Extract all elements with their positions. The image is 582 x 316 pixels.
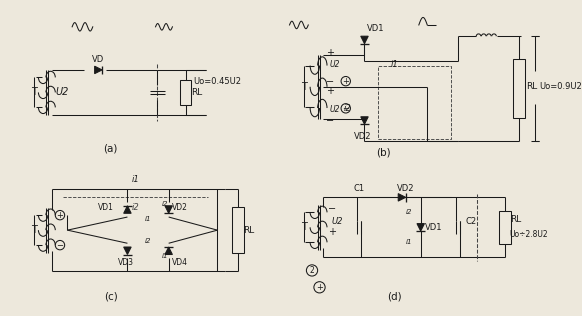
Text: i1: i1 [162,253,168,259]
Text: −: − [326,77,334,87]
Text: VD2: VD2 [354,132,371,141]
Text: VD3: VD3 [118,258,133,267]
Text: 2: 2 [310,266,314,275]
Text: RL: RL [526,82,537,91]
Text: RL: RL [191,88,203,97]
Text: Uo÷2.8U2: Uo÷2.8U2 [510,230,548,239]
Text: (d): (d) [387,292,402,302]
Text: U2: U2 [332,217,343,226]
Polygon shape [124,206,131,213]
Polygon shape [361,36,368,44]
Text: T: T [31,88,37,97]
Text: VD2: VD2 [172,203,187,212]
Text: +: + [326,48,334,58]
Text: VD2: VD2 [397,185,414,193]
Text: +: + [326,87,334,96]
Polygon shape [165,247,172,254]
Text: +: + [316,283,323,292]
Text: VD1: VD1 [424,223,442,232]
Text: C2: C2 [466,217,477,226]
Text: i2: i2 [344,104,352,113]
Text: i1: i1 [132,175,140,184]
Text: Uo=0.45U2: Uo=0.45U2 [193,77,241,86]
Text: T: T [301,82,307,92]
Text: i1: i1 [145,216,151,222]
Text: Uo=0.9U2: Uo=0.9U2 [540,82,582,91]
Text: (a): (a) [104,144,118,154]
Polygon shape [95,66,102,74]
Bar [499,210,510,244]
Text: RL: RL [244,226,255,235]
Polygon shape [417,224,424,231]
Text: +: + [342,77,349,86]
Polygon shape [361,117,368,124]
Text: i1: i1 [406,239,413,245]
Text: i2: i2 [162,201,168,207]
Text: C1: C1 [353,185,364,193]
Text: −: − [328,204,336,214]
Text: U2: U2 [330,60,340,69]
Text: +: + [328,227,336,237]
Text: −: − [56,241,63,250]
Text: i2: i2 [145,238,151,244]
Polygon shape [124,247,131,254]
Text: (b): (b) [376,147,391,157]
Text: (c): (c) [104,292,118,302]
Text: +: + [56,211,63,220]
Text: i2: i2 [132,203,140,212]
Bar [232,207,244,253]
Bar [513,59,525,118]
Text: U2: U2 [330,105,340,114]
Text: T: T [301,222,307,232]
Text: VD1: VD1 [98,203,114,212]
Text: VD4: VD4 [172,258,187,267]
Bar [378,66,450,139]
Text: i1: i1 [391,60,398,69]
Bar [180,80,191,105]
Text: VD: VD [93,55,105,64]
Text: −: − [342,104,349,113]
Text: U2: U2 [55,88,69,97]
Polygon shape [165,206,172,213]
Text: −: − [326,116,334,125]
Text: i2: i2 [406,209,413,215]
Text: T: T [31,225,37,235]
Text: RL: RL [510,215,521,224]
Text: VD1: VD1 [367,24,385,33]
Polygon shape [398,194,406,201]
